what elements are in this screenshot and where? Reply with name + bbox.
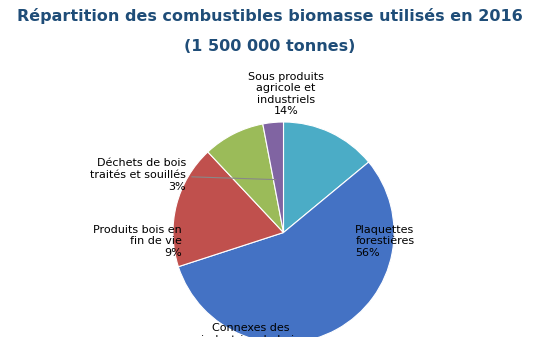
Text: Déchets de bois
traités et souillés
3%: Déchets de bois traités et souillés 3%: [90, 158, 276, 192]
Text: Produits bois en
fin de vie
9%: Produits bois en fin de vie 9%: [93, 225, 182, 258]
Text: Connexes des
industries du bois
18%: Connexes des industries du bois 18%: [201, 323, 300, 337]
Text: Plaquettes
forestières
56%: Plaquettes forestières 56%: [355, 225, 415, 258]
Text: Répartition des combustibles biomasse utilisés en 2016: Répartition des combustibles biomasse ut…: [17, 8, 523, 24]
Wedge shape: [284, 122, 369, 233]
Wedge shape: [178, 162, 394, 337]
Text: (1 500 000 tonnes): (1 500 000 tonnes): [184, 39, 356, 54]
Wedge shape: [173, 152, 284, 267]
Text: Sous produits
agricole et
industriels
14%: Sous produits agricole et industriels 14…: [248, 72, 323, 117]
Wedge shape: [263, 122, 284, 233]
Wedge shape: [208, 124, 284, 233]
